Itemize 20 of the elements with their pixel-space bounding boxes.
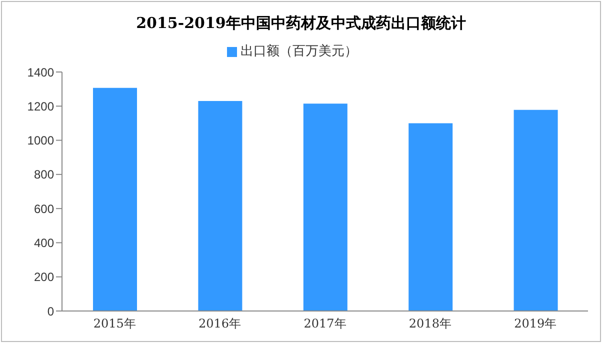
- legend-label: 出口额（百万美元）: [240, 43, 358, 58]
- y-tick-label: 1000: [27, 134, 54, 148]
- y-tick-label: 0: [47, 304, 54, 318]
- bar: [303, 104, 348, 311]
- y-tick-label: 400: [34, 236, 54, 250]
- bar: [93, 88, 137, 311]
- x-tick-label: 2016年: [198, 316, 242, 331]
- y-tick-label: 200: [34, 270, 54, 284]
- y-tick-label: 600: [34, 202, 54, 216]
- y-tick-label: 1400: [27, 65, 54, 80]
- x-tick-label: 2017年: [304, 316, 346, 331]
- y-tick-label: 800: [34, 168, 54, 182]
- x-tick-label: 2018年: [408, 316, 452, 331]
- chart-title: 2015-2019年中国中药材及中式成药出口额统计: [135, 14, 467, 34]
- bar: [198, 101, 242, 311]
- x-tick-label: 2019年: [514, 316, 557, 331]
- bar: [408, 123, 453, 311]
- bar: [514, 110, 558, 311]
- y-tick-label: 1200: [27, 99, 54, 114]
- x-tick-label: 2015年: [93, 316, 136, 331]
